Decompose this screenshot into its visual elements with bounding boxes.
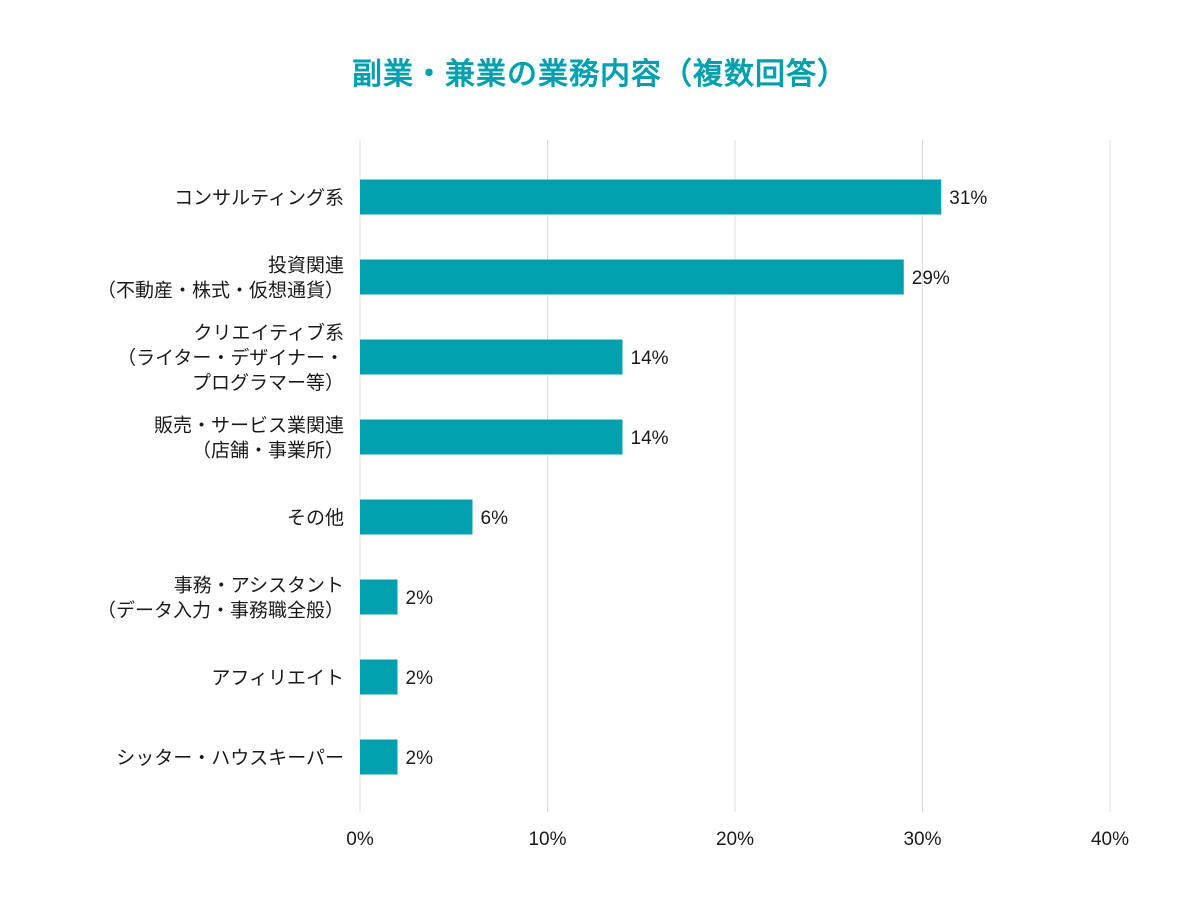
category-label: 投資関連 （不動産・株式・仮想通貨） <box>97 255 344 302</box>
x-tick-label: 0% <box>346 829 374 850</box>
label-layer: 0% 10% 20% 30% 40% 31% コンサルティング系 29% 投資関連 （不動産・株式… <box>97 187 1129 850</box>
data-label: 31% <box>949 188 987 209</box>
category-label-line: 投資関連 <box>268 255 344 277</box>
data-label: 2% <box>406 748 434 769</box>
chart-title: 副業・兼業の業務内容（複数回答） <box>352 57 848 92</box>
x-tick-label: 30% <box>903 829 941 850</box>
x-tick-label: 20% <box>716 829 754 850</box>
category-label: その他 <box>287 507 344 529</box>
data-label: 6% <box>481 508 509 529</box>
category-label-line: その他 <box>287 507 344 529</box>
x-tick-label: 40% <box>1091 829 1129 850</box>
category-label: 事務・アシスタント （データ入力・事務職全般） <box>97 575 344 622</box>
category-label-line: （不動産・株式・仮想通貨） <box>97 280 344 302</box>
category-label-line: 事務・アシスタント <box>174 575 344 597</box>
bar-layer <box>360 179 942 775</box>
category-label-line: アフィリエイト <box>211 667 344 689</box>
category-label-line: コンサルティング系 <box>174 187 344 209</box>
category-label: クリエイティブ系 （ライター・デザイナー・プログラマー等） <box>117 321 344 394</box>
category-label: コンサルティング系 <box>174 187 344 209</box>
data-label: 29% <box>912 268 950 289</box>
category-label: 販売・サービス業関連 （店舗・事業所） <box>154 415 344 462</box>
data-label: 14% <box>631 428 669 449</box>
bar <box>360 499 473 535</box>
bar <box>360 659 398 695</box>
x-tick-label: 10% <box>528 829 566 850</box>
category-label-line: シッター・ハウスキーパー <box>116 747 344 769</box>
bar <box>360 259 904 295</box>
data-label: 2% <box>406 668 434 689</box>
category-label-line: （データ入力・事務職全般） <box>97 600 344 622</box>
bar <box>360 419 623 455</box>
data-label: 2% <box>406 588 434 609</box>
bar <box>360 739 398 775</box>
category-label: シッター・ハウスキーパー <box>116 747 344 769</box>
category-label-line: クリエイティブ系 <box>194 321 344 344</box>
category-label-line: （ライター・デザイナー・ <box>117 347 344 369</box>
category-label-line: 販売・サービス業関連 <box>154 415 344 437</box>
category-label: アフィリエイト <box>211 667 344 689</box>
category-label-line: （店舗・事業所） <box>192 440 344 462</box>
bar <box>360 579 398 615</box>
category-label-line: プログラマー等） <box>192 372 344 394</box>
grid-layer <box>359 140 1111 812</box>
data-label: 14% <box>631 348 669 369</box>
bar <box>360 179 942 215</box>
bar <box>360 339 623 375</box>
